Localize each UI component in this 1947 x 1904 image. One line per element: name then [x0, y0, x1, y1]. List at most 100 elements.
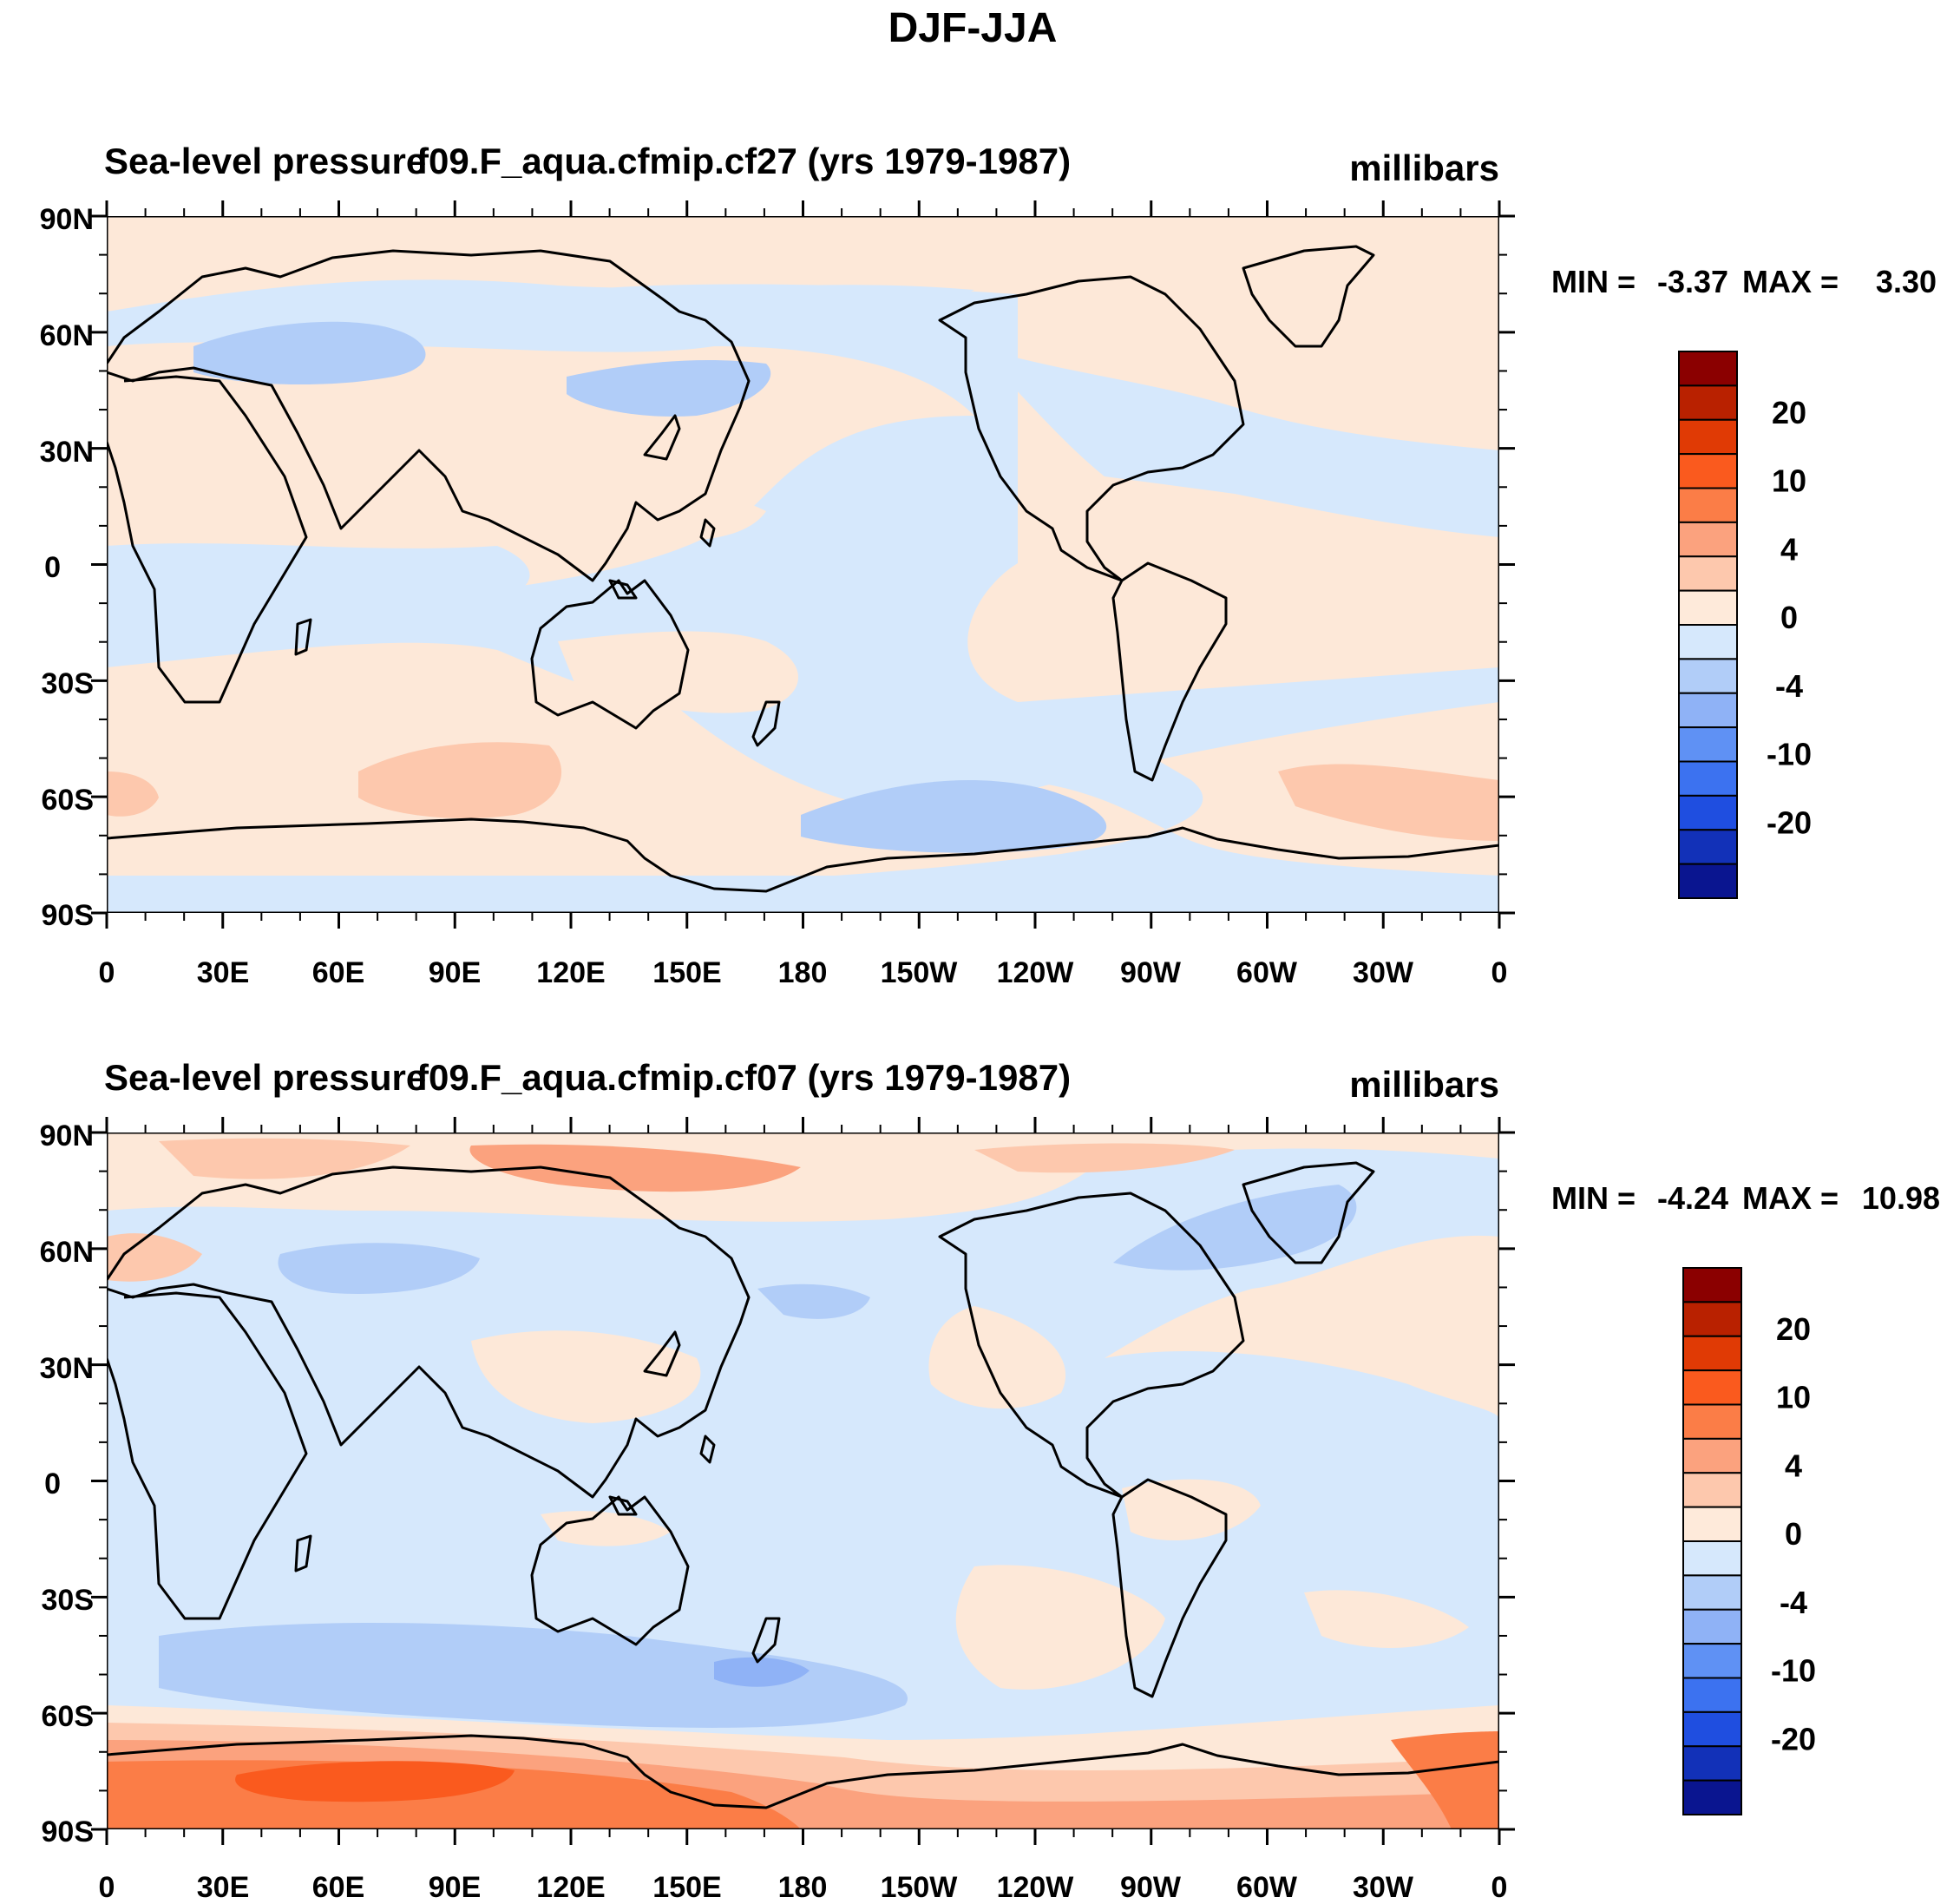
colorbar-swatch — [1678, 384, 1738, 421]
colorbar-swatch — [1682, 1540, 1742, 1577]
panel-1-map — [107, 216, 1499, 913]
lat-tick-label: 60S — [42, 784, 95, 817]
colorbar-swatch — [1682, 1710, 1742, 1748]
lon-tick-label: 30E — [197, 1871, 250, 1904]
lon-tick-label: 30W — [1353, 1871, 1414, 1904]
panel-1-minmax: MIN = -3.37 MAX = 3.30 — [1551, 264, 1937, 299]
lon-tick-label: 120E — [536, 956, 605, 989]
panel-2-variable: Sea-level pressure — [104, 1057, 426, 1098]
lon-tick-label: 60W — [1236, 956, 1298, 989]
colorbar-swatch — [1682, 1335, 1742, 1372]
colorbar-label: -20 — [1771, 1721, 1816, 1756]
panel-1-units: millibars — [1349, 148, 1499, 188]
colorbar-swatch — [1682, 1267, 1742, 1303]
colorbar-swatch — [1678, 418, 1738, 456]
panel-2-min-value: -4.24 — [1657, 1180, 1728, 1216]
colorbar-label: -20 — [1767, 804, 1812, 840]
colorbar-swatch — [1678, 829, 1738, 865]
lon-tick-label: 180 — [778, 956, 828, 989]
colorbar-label: -4 — [1780, 1585, 1807, 1620]
panel-2-lat-axis: 90N 60N 30N 0 30S 60S 90S — [40, 1119, 94, 1848]
lat-tick-label: 90N — [40, 1119, 94, 1152]
lat-tick-label: 60N — [40, 1236, 94, 1269]
lon-tick-label: 90W — [1120, 956, 1182, 989]
panel-1-case: f09.F_aqua.cfmip.cf27 (yrs 1979-1987) — [416, 141, 1071, 181]
colorbar-swatch — [1682, 1437, 1742, 1474]
lon-tick-label: 150W — [881, 956, 959, 989]
panel-1: Sea-level pressure f09.F_aqua.cfmip.cf27… — [40, 141, 1937, 989]
lon-tick-label: 90E — [429, 956, 482, 989]
colorbar-swatch — [1682, 1574, 1742, 1611]
colorbar-label: -4 — [1775, 668, 1803, 704]
lat-tick-label: 30S — [42, 667, 95, 700]
lon-tick-label: 150E — [652, 956, 721, 989]
panel-2-contours — [107, 1133, 1499, 1829]
colorbar-swatch — [1682, 1677, 1742, 1713]
colorbar-label: 0 — [1785, 1516, 1802, 1552]
colorbar-swatch — [1678, 487, 1738, 523]
panel-2-minmax: MIN = -4.24 MAX = 10.98 — [1551, 1180, 1940, 1216]
colorbar-swatch — [1682, 1643, 1742, 1679]
panel-1-colorbar: 20 10 4 0 -4 -10 -20 — [1678, 351, 1812, 899]
panel-2-min-label: MIN = — [1551, 1180, 1636, 1216]
colorbar-swatch — [1678, 726, 1738, 763]
lon-tick-label: 90W — [1120, 1871, 1182, 1904]
colorbar-swatch — [1682, 1301, 1742, 1337]
colorbar-swatch — [1682, 1369, 1742, 1406]
lat-tick-label: 90N — [40, 203, 94, 236]
lon-tick-label: 0 — [99, 1871, 115, 1904]
panel-2-lon-axis: 0 30E 60E 90E 120E 150E 180 150W 120W 90… — [99, 1871, 1508, 1904]
lat-tick-label: 90S — [42, 1815, 95, 1848]
lon-tick-label: 30W — [1353, 956, 1414, 989]
panel-2-map — [107, 1133, 1499, 1829]
lat-tick-label: 60S — [42, 1700, 95, 1733]
figure-title: DJF-JJA — [888, 5, 1058, 51]
lon-tick-label: 90E — [429, 1871, 482, 1904]
colorbar-swatch — [1678, 624, 1738, 660]
colorbar-swatch — [1678, 351, 1738, 387]
panel-1-contours — [107, 245, 1499, 913]
lon-tick-label: 120W — [997, 956, 1075, 989]
colorbar-swatch — [1678, 589, 1738, 626]
axis-ticks — [91, 200, 1515, 1845]
colorbar-label: 20 — [1776, 1311, 1811, 1347]
colorbar-label: 0 — [1780, 600, 1798, 635]
panel-1-max-label: MAX = — [1742, 264, 1839, 299]
lat-tick-label: 30S — [42, 1584, 95, 1617]
panel-1-min-label: MIN = — [1551, 264, 1636, 299]
colorbar-swatch — [1678, 453, 1738, 489]
lat-tick-label: 30N — [40, 1352, 94, 1385]
colorbar-swatch — [1678, 863, 1738, 899]
lat-tick-label: 0 — [44, 551, 61, 584]
colorbar-swatch — [1678, 521, 1738, 558]
panel-2: Sea-level pressure f09.F_aqua.cfmip.cf07… — [40, 1057, 1940, 1904]
lat-tick-label: 30N — [40, 436, 94, 469]
panel-2-units: millibars — [1349, 1064, 1499, 1105]
lon-tick-label: 0 — [1491, 1871, 1508, 1904]
lon-tick-label: 120W — [997, 1871, 1075, 1904]
panel-1-lat-axis: 90N 60N 30N 0 30S 60S 90S — [40, 203, 94, 932]
lon-tick-label: 150W — [881, 1871, 959, 1904]
colorbar-swatch — [1682, 1403, 1742, 1440]
colorbar-label: 10 — [1772, 463, 1806, 499]
colorbar-swatch — [1678, 760, 1738, 797]
lat-tick-label: 60N — [40, 319, 94, 352]
colorbar-label: 4 — [1780, 531, 1798, 567]
panel-2-colorbar: 20 10 4 0 -4 -10 -20 — [1682, 1267, 1816, 1815]
colorbar-swatch — [1682, 1472, 1742, 1508]
lat-tick-label: 90S — [42, 899, 95, 932]
colorbar-swatch — [1682, 1745, 1742, 1782]
lon-tick-label: 120E — [536, 1871, 605, 1904]
panel-2-max-label: MAX = — [1742, 1180, 1839, 1216]
colorbar-swatch — [1682, 1506, 1742, 1542]
colorbar-label: -10 — [1771, 1653, 1816, 1689]
lon-tick-label: 150E — [652, 1871, 721, 1904]
colorbar-label: 4 — [1785, 1448, 1802, 1483]
panel-1-variable: Sea-level pressure — [104, 141, 426, 181]
panel-1-min-value: -3.37 — [1657, 264, 1728, 299]
colorbar-swatch — [1678, 555, 1738, 592]
lon-tick-label: 30E — [197, 956, 250, 989]
panel-2-case: f09.F_aqua.cfmip.cf07 (yrs 1979-1987) — [416, 1057, 1071, 1098]
lat-tick-label: 0 — [44, 1467, 61, 1500]
panel-1-lon-axis: 0 30E 60E 90E 120E 150E 180 150W 120W 90… — [99, 956, 1508, 989]
